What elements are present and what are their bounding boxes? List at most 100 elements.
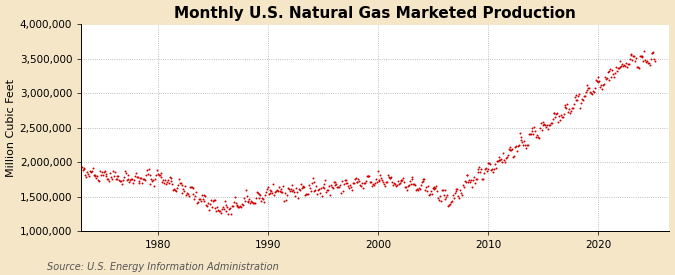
Point <box>240 188 251 192</box>
Point <box>243 200 254 205</box>
Point <box>540 123 551 127</box>
Point <box>602 70 613 75</box>
Point <box>468 175 479 179</box>
Point <box>514 131 525 136</box>
Point <box>176 181 186 185</box>
Point <box>343 184 354 188</box>
Point <box>481 169 492 174</box>
Point <box>301 191 312 196</box>
Point <box>90 173 101 177</box>
Point <box>576 101 587 105</box>
Point <box>182 191 193 196</box>
Point <box>363 174 374 178</box>
Point <box>527 129 538 133</box>
Point <box>360 179 371 183</box>
Point <box>292 196 303 200</box>
Point <box>309 189 320 193</box>
Point <box>574 92 585 97</box>
Point <box>410 183 421 188</box>
Point <box>512 144 523 148</box>
Point <box>202 201 213 206</box>
Point <box>443 203 454 207</box>
Point <box>310 188 321 192</box>
Point <box>317 194 327 198</box>
Point <box>558 115 568 119</box>
Point <box>278 184 289 189</box>
Point <box>201 203 212 208</box>
Point <box>597 87 608 91</box>
Point <box>151 173 161 177</box>
Point <box>250 201 261 205</box>
Point <box>622 62 633 66</box>
Point <box>520 145 531 150</box>
Point <box>464 177 475 182</box>
Point <box>581 88 592 93</box>
Point <box>219 199 230 203</box>
Point <box>431 184 441 188</box>
Point <box>271 189 281 194</box>
Point <box>328 180 339 184</box>
Point <box>218 207 229 211</box>
Point <box>319 186 330 190</box>
Point <box>499 158 510 162</box>
Point <box>402 184 413 188</box>
Point <box>269 192 279 197</box>
Point <box>225 211 236 216</box>
Point <box>542 123 553 128</box>
Point <box>388 183 399 187</box>
Point <box>624 57 635 62</box>
Point <box>238 203 248 207</box>
Point <box>643 60 653 65</box>
Point <box>120 171 131 175</box>
Point <box>603 78 614 82</box>
Point <box>594 79 605 84</box>
Point <box>194 197 205 201</box>
Point <box>192 201 202 205</box>
Point <box>232 204 243 208</box>
Point <box>127 177 138 182</box>
Point <box>191 190 202 195</box>
Point <box>551 112 562 117</box>
Point <box>648 50 659 54</box>
Point <box>351 180 362 185</box>
Point <box>641 60 651 64</box>
Point <box>153 172 163 177</box>
Point <box>335 191 346 195</box>
Point <box>565 111 576 115</box>
Point <box>463 180 474 185</box>
Point <box>478 177 489 182</box>
Point <box>492 159 503 164</box>
Point <box>209 197 220 202</box>
Point <box>132 174 143 179</box>
Point <box>502 155 512 159</box>
Point <box>593 74 604 79</box>
Point <box>166 179 177 183</box>
Point <box>224 207 235 211</box>
Point <box>613 66 624 70</box>
Point <box>533 135 544 140</box>
Point <box>536 128 547 133</box>
Point <box>315 191 325 195</box>
Point <box>491 166 502 170</box>
Point <box>433 196 443 200</box>
Point <box>599 81 610 86</box>
Point <box>497 151 508 155</box>
Point <box>586 91 597 95</box>
Point <box>440 188 451 192</box>
Point <box>165 176 176 181</box>
Point <box>432 189 443 194</box>
Point <box>462 173 472 178</box>
Point <box>529 125 540 129</box>
Point <box>560 103 571 107</box>
Point <box>512 149 522 153</box>
Point <box>516 138 527 142</box>
Point <box>533 135 543 139</box>
Point <box>609 74 620 79</box>
Point <box>276 189 287 194</box>
Point <box>405 182 416 186</box>
Point <box>341 181 352 186</box>
Point <box>428 186 439 191</box>
Point <box>384 176 395 181</box>
Point <box>385 175 396 180</box>
Point <box>237 202 248 207</box>
